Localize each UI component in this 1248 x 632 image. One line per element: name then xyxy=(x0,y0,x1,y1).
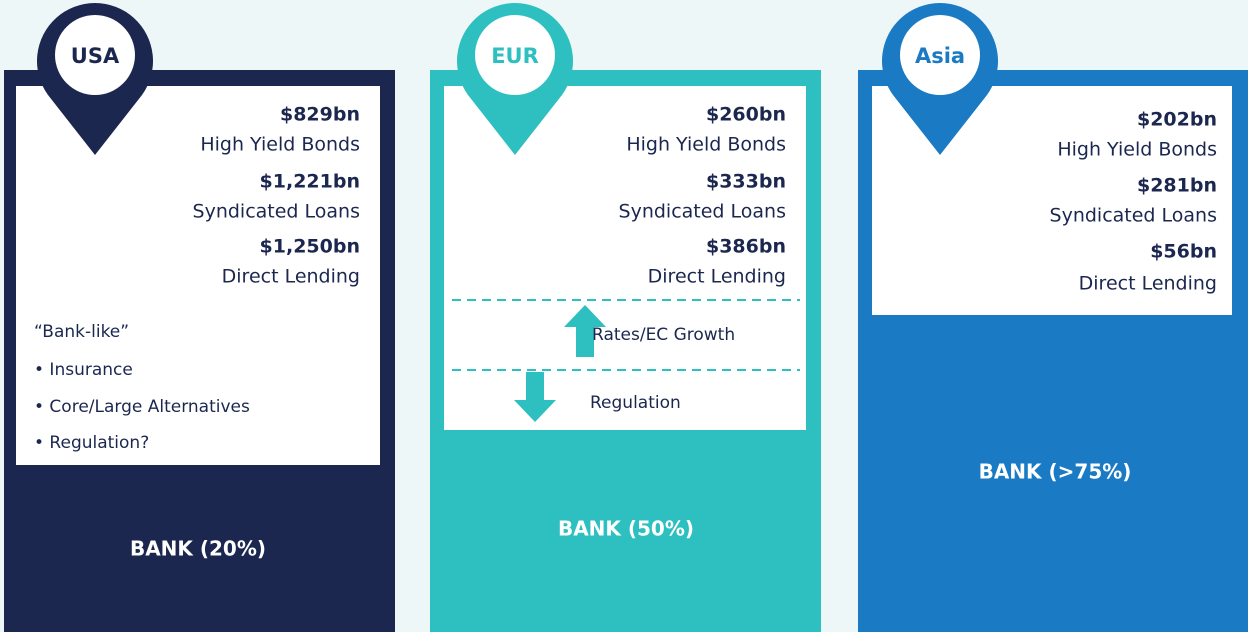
note: • Insurance xyxy=(34,360,133,380)
note: “Bank-like” xyxy=(34,322,129,342)
amount: $1,250bn xyxy=(260,236,360,258)
item-label: Direct Lending xyxy=(222,266,360,288)
item-label: High Yield Bonds xyxy=(1057,139,1217,161)
driver-up: Rates/EC Growth xyxy=(592,325,735,345)
asia-pin-center xyxy=(900,15,980,95)
driver-down: Regulation xyxy=(590,393,681,413)
bank-share: BANK (50%) xyxy=(558,517,694,541)
usa-pin-center xyxy=(55,15,135,95)
item-label: Syndicated Loans xyxy=(619,201,786,223)
note: • Core/Large Alternatives xyxy=(34,397,250,417)
amount: $829bn xyxy=(280,104,360,126)
amount: $386bn xyxy=(706,236,786,258)
down-arrow xyxy=(514,372,556,422)
note: • Regulation? xyxy=(34,433,149,453)
amount: $202bn xyxy=(1137,109,1217,131)
eur-box xyxy=(444,86,806,430)
amount: $333bn xyxy=(706,171,786,193)
item-label: Direct Lending xyxy=(1079,273,1217,295)
item-label: High Yield Bonds xyxy=(200,134,360,156)
item-label: Direct Lending xyxy=(648,266,786,288)
bank-share: BANK (>75%) xyxy=(979,460,1132,484)
amount: $1,221bn xyxy=(260,171,360,193)
region-label: EUR xyxy=(491,44,539,68)
item-label: Syndicated Loans xyxy=(1050,205,1217,227)
amount: $260bn xyxy=(706,104,786,126)
item-label: Syndicated Loans xyxy=(193,201,360,223)
amount: $281bn xyxy=(1137,175,1217,197)
up-arrow xyxy=(564,305,606,357)
usa-box xyxy=(16,86,380,465)
item-label: High Yield Bonds xyxy=(626,134,786,156)
eur-pin-center xyxy=(475,15,555,95)
region-label: USA xyxy=(71,44,120,68)
region-label: Asia xyxy=(915,44,965,68)
bank-share: BANK (20%) xyxy=(130,537,266,561)
amount: $56bn xyxy=(1150,241,1217,263)
